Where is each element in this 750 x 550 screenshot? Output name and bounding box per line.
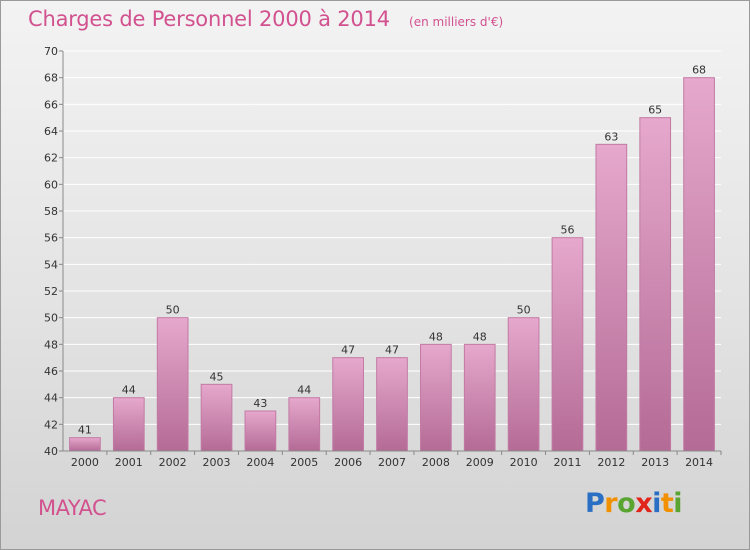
logo-letter: x	[635, 488, 653, 519]
y-tick-label: 44	[44, 392, 58, 405]
y-tick-label: 46	[44, 365, 58, 378]
logo-letter: i	[652, 488, 661, 519]
chart-title: Charges de Personnel 2000 à 2014	[28, 7, 390, 31]
x-tick-label-2002: 2002	[159, 456, 187, 469]
data-label-2003: 45	[210, 370, 224, 383]
x-tick-label-2013: 2013	[641, 456, 669, 469]
x-tick-label-2007: 2007	[378, 456, 406, 469]
bar-2011	[551, 237, 584, 452]
data-label-2014: 68	[692, 64, 706, 77]
x-tick-label-2008: 2008	[422, 456, 450, 469]
y-tick-label: 66	[44, 98, 58, 111]
bar-2002	[156, 317, 189, 452]
x-tick-label-2005: 2005	[290, 456, 318, 469]
chart-subtitle: (en milliers d'€)	[409, 15, 504, 29]
chart-title-row: Charges de Personnel 2000 à 2014 (en mil…	[28, 7, 503, 31]
bar-2008	[420, 343, 452, 452]
data-label-2013: 65	[648, 104, 662, 117]
commune-name: MAYAC	[38, 496, 107, 520]
bar-2013	[639, 117, 672, 452]
logo-letter: o	[617, 488, 636, 519]
bar-2000	[69, 437, 101, 452]
data-label-2004: 43	[253, 397, 267, 410]
y-tick-label: 62	[44, 152, 58, 165]
bar-2009	[463, 343, 496, 452]
y-tick-label: 54	[44, 258, 58, 271]
x-tick-label-2003: 2003	[203, 456, 231, 469]
data-label-2000: 41	[78, 424, 92, 437]
y-tick-label: 52	[44, 285, 58, 298]
data-label-2001: 44	[122, 384, 136, 397]
bar-2012	[595, 143, 628, 452]
y-tick-label: 42	[44, 418, 58, 431]
y-tick-label: 68	[44, 72, 58, 85]
y-tick-label: 40	[44, 445, 58, 458]
x-tick-label-2011: 2011	[553, 456, 581, 469]
y-tick-label: 60	[44, 178, 58, 191]
y-tick-label: 56	[44, 232, 58, 245]
data-label-2010: 50	[517, 304, 531, 317]
bar-2001	[112, 397, 145, 452]
x-tick-label-2012: 2012	[597, 456, 625, 469]
x-tick-label-2004: 2004	[246, 456, 274, 469]
data-label-2002: 50	[166, 304, 180, 317]
data-label-2012: 63	[604, 130, 618, 143]
x-tick-label-2001: 2001	[115, 456, 143, 469]
bar-2006	[332, 357, 364, 452]
y-tick-label: 48	[44, 338, 58, 351]
x-axis: 2000 2001 2002 2003 2004 2005 2006 2007 2008 2009…	[63, 450, 722, 469]
bar-2004	[244, 410, 277, 452]
data-label-2007: 47	[385, 344, 399, 357]
bar-2003	[200, 383, 233, 452]
data-label-2008: 48	[429, 330, 443, 343]
proxiti-logo: Proxiti	[585, 488, 683, 519]
y-axis: 40 42 44 46 48 50 52 54 56 58 60 62 64 66 68 70	[44, 45, 64, 458]
y-tick-label: 50	[44, 312, 58, 325]
logo-letter: P	[585, 488, 605, 519]
y-tick-label: 64	[44, 125, 58, 138]
x-tick-label-2000: 2000	[71, 456, 99, 469]
bar-2010	[507, 317, 540, 452]
data-label-2006: 47	[341, 344, 355, 357]
bar-2014	[683, 77, 715, 452]
data-label-2009: 48	[473, 330, 487, 343]
logo-letter: i	[673, 488, 683, 519]
logo-letter: t	[660, 488, 674, 519]
bar-2005	[288, 397, 321, 452]
y-tick-label: 58	[44, 205, 58, 218]
data-label-2005: 44	[297, 384, 311, 397]
bars	[69, 77, 715, 452]
x-tick-label-2010: 2010	[510, 456, 538, 469]
x-tick-label-2006: 2006	[334, 456, 362, 469]
logo-letter: r	[604, 488, 618, 519]
data-labels: 41 44 50 45 43 44 47 47 48 48 50 56 63 65 68	[78, 64, 706, 437]
bar-2007	[376, 357, 408, 452]
x-tick-label-2014: 2014	[685, 456, 713, 469]
y-tick-label: 70	[44, 45, 58, 58]
x-tick-label-2009: 2009	[466, 456, 494, 469]
data-label-2011: 56	[560, 224, 574, 237]
